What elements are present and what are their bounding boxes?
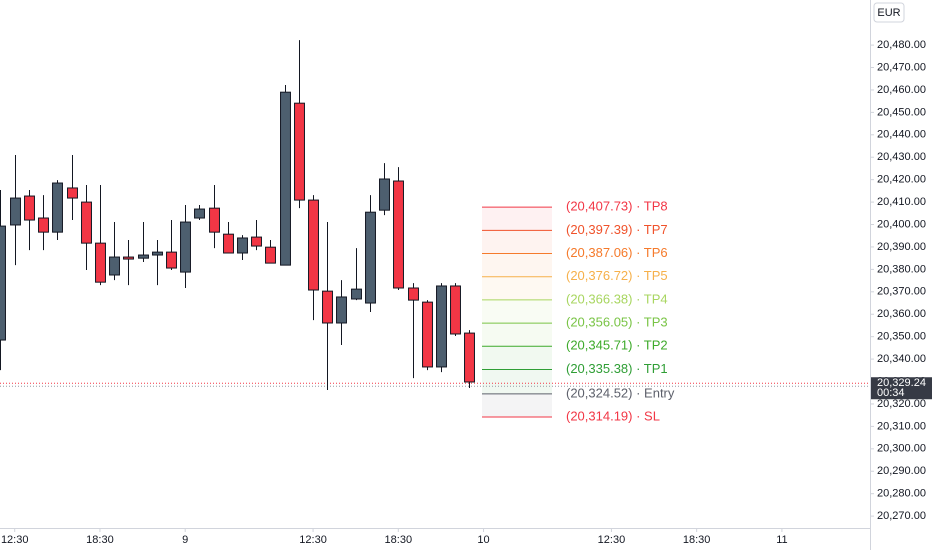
candle-body [10, 197, 21, 226]
candle-body [24, 195, 35, 221]
plot: (20,407.73) · TP8 (20,397.39) · TP7 (20,38… [0, 40, 870, 423]
level-label: (20,345.71) · TP2 [566, 338, 668, 353]
last-price-box [871, 377, 932, 400]
candle-body [422, 301, 433, 368]
x-tick-label: 12:30 [299, 534, 327, 546]
candle-body [138, 254, 149, 259]
level-zone [482, 230, 552, 254]
x-tick-label: 9 [182, 534, 188, 546]
y-tick-label: 20,440.00 [877, 129, 926, 141]
candle-body [393, 180, 404, 289]
level-label: (20,387.06) · TP6 [566, 245, 668, 260]
candle-body [365, 211, 376, 304]
x-tick-label: 10 [477, 534, 489, 546]
level-zone [482, 369, 552, 394]
candle-body [95, 242, 106, 283]
currency-box[interactable] [873, 2, 905, 23]
y-tick-label: 20,390.00 [877, 241, 926, 253]
candle-body [322, 290, 333, 324]
y-tick-label: 20,360.00 [877, 308, 926, 320]
x-tick-label: 12:30 [1, 534, 29, 546]
level-zone [482, 299, 552, 324]
candle-body [251, 236, 262, 247]
level-label: (20,366.38) · TP4 [566, 291, 668, 306]
candle-body [436, 285, 447, 368]
level-zone [482, 346, 552, 370]
candle-body [450, 285, 461, 335]
x-tick-label: 12:30 [598, 534, 626, 546]
y-tick-label: 20,320.00 [877, 398, 926, 410]
y-tick-label: 20,450.00 [877, 106, 926, 118]
level-zone [482, 393, 552, 417]
y-tick-label: 20,370.00 [877, 286, 926, 298]
candle-body [308, 199, 319, 291]
level-zone [482, 323, 552, 347]
level-label: (20,324.52) · Entry [566, 385, 675, 400]
y-tick-label: 20,350.00 [877, 331, 926, 343]
candle-body [464, 332, 475, 383]
candle-body [166, 251, 177, 269]
candle-body [237, 237, 248, 254]
candle-body [336, 296, 347, 324]
y-tick-label: 20,410.00 [877, 196, 926, 208]
y-tick-label: 20,340.00 [877, 353, 926, 365]
candle-body [379, 178, 390, 211]
level-label: (20,376.72) · TP5 [566, 268, 668, 283]
level-zone [482, 276, 552, 300]
candle-body [67, 187, 78, 199]
candle-body [0, 225, 6, 341]
candle-body [223, 233, 234, 254]
y-tick-label: 20,470.00 [877, 61, 926, 73]
y-tick-label: 20,290.00 [877, 465, 926, 477]
level-label: (20,335.38) · TP1 [566, 361, 668, 376]
y-tick-label: 20,380.00 [877, 263, 926, 275]
candle-body [265, 246, 276, 264]
candle-body [194, 208, 205, 219]
y-tick-label: 20,400.00 [877, 218, 926, 230]
x-tick-label: 18:30 [683, 534, 711, 546]
candle-body [280, 91, 291, 266]
x-tick-label: 18:30 [86, 534, 114, 546]
level-label: (20,314.19) · SL [566, 408, 660, 423]
level-label: (20,407.73) · TP8 [566, 199, 668, 214]
level-zone [482, 253, 552, 277]
candle-body [123, 256, 134, 260]
x-tick-label: 11 [776, 534, 787, 546]
level-label: (20,397.39) · TP7 [566, 222, 668, 237]
y-tick-label: 20,270.00 [877, 510, 926, 522]
y-tick-label: 20,300.00 [877, 443, 926, 455]
candle-body [180, 221, 191, 273]
y-tick-label: 20,420.00 [877, 174, 926, 186]
candle-body [52, 182, 63, 233]
candle-body [294, 102, 305, 201]
y-tick-label: 20,480.00 [877, 39, 926, 51]
currency: EUR [877, 7, 900, 19]
candle-body [152, 251, 163, 256]
candle-body [81, 201, 92, 244]
countdown: 00:34 [877, 387, 905, 399]
y-tick-label: 20,460.00 [877, 84, 926, 96]
x-tick-label: 18:30 [385, 534, 413, 546]
candle-body [408, 287, 419, 301]
candle-body [109, 256, 120, 276]
level-zone [482, 207, 552, 231]
last-price-label: 20,329.24 [877, 377, 926, 389]
level-label: (20,356.05) · TP3 [566, 315, 668, 330]
candle-body [351, 288, 362, 300]
candle-body [38, 217, 49, 233]
y-tick-label: 20,280.00 [877, 488, 926, 500]
y-tick-label: 20,430.00 [877, 151, 926, 163]
candle-body [209, 207, 220, 233]
y-tick-label: 20,310.00 [877, 420, 926, 432]
